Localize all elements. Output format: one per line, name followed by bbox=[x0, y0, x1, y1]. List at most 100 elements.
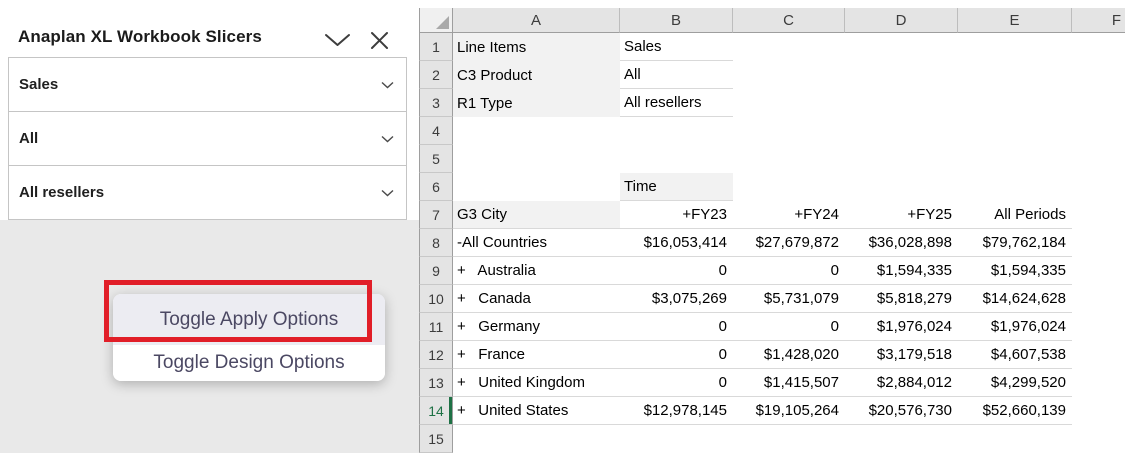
cell-E10[interactable]: $14,624,628 bbox=[958, 285, 1072, 313]
cell-A2[interactable]: C3 Product bbox=[453, 61, 620, 89]
cell-E9[interactable]: $1,594,335 bbox=[958, 257, 1072, 285]
cell-F8[interactable] bbox=[1072, 229, 1125, 257]
cell-A5[interactable] bbox=[453, 145, 620, 173]
cell-C11[interactable]: 0 bbox=[733, 313, 845, 341]
cell-A9[interactable]: + Australia bbox=[453, 257, 620, 285]
cell-B10[interactable]: $3,075,269 bbox=[620, 285, 733, 313]
cell-F14[interactable] bbox=[1072, 397, 1125, 425]
chevron-down-icon[interactable] bbox=[324, 32, 351, 48]
cell-E3[interactable] bbox=[958, 89, 1072, 117]
row-header-2[interactable]: 2 bbox=[419, 61, 453, 89]
cell-D6[interactable] bbox=[845, 173, 958, 201]
cell-C3[interactable] bbox=[733, 89, 845, 117]
cell-D9[interactable]: $1,594,335 bbox=[845, 257, 958, 285]
cell-B15[interactable] bbox=[620, 425, 733, 453]
cell-C5[interactable] bbox=[733, 145, 845, 173]
cell-E12[interactable]: $4,607,538 bbox=[958, 341, 1072, 369]
cell-A7[interactable]: G3 City bbox=[453, 201, 620, 229]
cell-D10[interactable]: $5,818,279 bbox=[845, 285, 958, 313]
cell-F13[interactable] bbox=[1072, 369, 1125, 397]
cell-D3[interactable] bbox=[845, 89, 958, 117]
cell-D11[interactable]: $1,976,024 bbox=[845, 313, 958, 341]
cell-E1[interactable] bbox=[958, 33, 1072, 61]
cell-A3[interactable]: R1 Type bbox=[453, 89, 620, 117]
slicer-dropdown-line-items[interactable]: Sales bbox=[8, 57, 407, 112]
cell-F2[interactable] bbox=[1072, 61, 1125, 89]
row-header-4[interactable]: 4 bbox=[419, 117, 453, 145]
cell-B12[interactable]: 0 bbox=[620, 341, 733, 369]
cell-C1[interactable] bbox=[733, 33, 845, 61]
cell-E11[interactable]: $1,976,024 bbox=[958, 313, 1072, 341]
cell-B9[interactable]: 0 bbox=[620, 257, 733, 285]
row-header-13[interactable]: 13 bbox=[419, 369, 453, 397]
column-header-E[interactable]: E bbox=[958, 8, 1072, 33]
cell-E7[interactable]: All Periods bbox=[958, 201, 1072, 229]
close-icon[interactable] bbox=[369, 30, 390, 51]
cell-F7[interactable] bbox=[1072, 201, 1125, 229]
slicer-dropdown-product[interactable]: All bbox=[8, 111, 407, 166]
cell-B7[interactable]: +FY23 bbox=[620, 201, 733, 229]
cell-F12[interactable] bbox=[1072, 341, 1125, 369]
cell-C2[interactable] bbox=[733, 61, 845, 89]
cell-B11[interactable]: 0 bbox=[620, 313, 733, 341]
row-header-11[interactable]: 11 bbox=[419, 313, 453, 341]
cell-F6[interactable] bbox=[1072, 173, 1125, 201]
select-all-corner[interactable] bbox=[419, 8, 453, 33]
cell-E13[interactable]: $4,299,520 bbox=[958, 369, 1072, 397]
cell-F5[interactable] bbox=[1072, 145, 1125, 173]
cell-B8[interactable]: $16,053,414 bbox=[620, 229, 733, 257]
column-header-A[interactable]: A bbox=[453, 8, 620, 33]
cell-E6[interactable] bbox=[958, 173, 1072, 201]
cell-E4[interactable] bbox=[958, 117, 1072, 145]
cell-D8[interactable]: $36,028,898 bbox=[845, 229, 958, 257]
cell-D7[interactable]: +FY25 bbox=[845, 201, 958, 229]
cell-B2[interactable]: All bbox=[620, 61, 733, 89]
cell-C9[interactable]: 0 bbox=[733, 257, 845, 285]
cell-C15[interactable] bbox=[733, 425, 845, 453]
row-header-14[interactable]: 14 bbox=[419, 397, 453, 425]
cell-B6[interactable]: Time bbox=[620, 173, 733, 201]
cell-A13[interactable]: + United Kingdom bbox=[453, 369, 620, 397]
row-header-10[interactable]: 10 bbox=[419, 285, 453, 313]
cell-F15[interactable] bbox=[1072, 425, 1125, 453]
cell-B1[interactable]: Sales bbox=[620, 33, 733, 61]
cell-D2[interactable] bbox=[845, 61, 958, 89]
cell-A10[interactable]: + Canada bbox=[453, 285, 620, 313]
cell-A4[interactable] bbox=[453, 117, 620, 145]
cell-A11[interactable]: + Germany bbox=[453, 313, 620, 341]
cell-E2[interactable] bbox=[958, 61, 1072, 89]
column-header-D[interactable]: D bbox=[845, 8, 958, 33]
cell-C13[interactable]: $1,415,507 bbox=[733, 369, 845, 397]
row-header-5[interactable]: 5 bbox=[419, 145, 453, 173]
cell-F3[interactable] bbox=[1072, 89, 1125, 117]
cell-C7[interactable]: +FY24 bbox=[733, 201, 845, 229]
cell-C6[interactable] bbox=[733, 173, 845, 201]
cell-F11[interactable] bbox=[1072, 313, 1125, 341]
cell-E8[interactable]: $79,762,184 bbox=[958, 229, 1072, 257]
cell-F4[interactable] bbox=[1072, 117, 1125, 145]
cell-E5[interactable] bbox=[958, 145, 1072, 173]
cell-E15[interactable] bbox=[958, 425, 1072, 453]
row-header-9[interactable]: 9 bbox=[419, 257, 453, 285]
column-header-B[interactable]: B bbox=[620, 8, 733, 33]
cell-B5[interactable] bbox=[620, 145, 733, 173]
cell-F9[interactable] bbox=[1072, 257, 1125, 285]
cell-A6[interactable] bbox=[453, 173, 620, 201]
cell-D14[interactable]: $20,576,730 bbox=[845, 397, 958, 425]
cell-D12[interactable]: $3,179,518 bbox=[845, 341, 958, 369]
cell-A8[interactable]: -All Countries bbox=[453, 229, 620, 257]
cell-D13[interactable]: $2,884,012 bbox=[845, 369, 958, 397]
cell-B14[interactable]: $12,978,145 bbox=[620, 397, 733, 425]
cell-C4[interactable] bbox=[733, 117, 845, 145]
cell-C12[interactable]: $1,428,020 bbox=[733, 341, 845, 369]
cell-D5[interactable] bbox=[845, 145, 958, 173]
row-header-1[interactable]: 1 bbox=[419, 33, 453, 61]
row-header-12[interactable]: 12 bbox=[419, 341, 453, 369]
cell-C10[interactable]: $5,731,079 bbox=[733, 285, 845, 313]
cell-B4[interactable] bbox=[620, 117, 733, 145]
cell-D4[interactable] bbox=[845, 117, 958, 145]
cell-A15[interactable] bbox=[453, 425, 620, 453]
cell-C14[interactable]: $19,105,264 bbox=[733, 397, 845, 425]
cell-A14[interactable]: + United States bbox=[453, 397, 620, 425]
menu-item-toggle-apply-options[interactable]: Toggle Apply Options bbox=[113, 294, 385, 345]
